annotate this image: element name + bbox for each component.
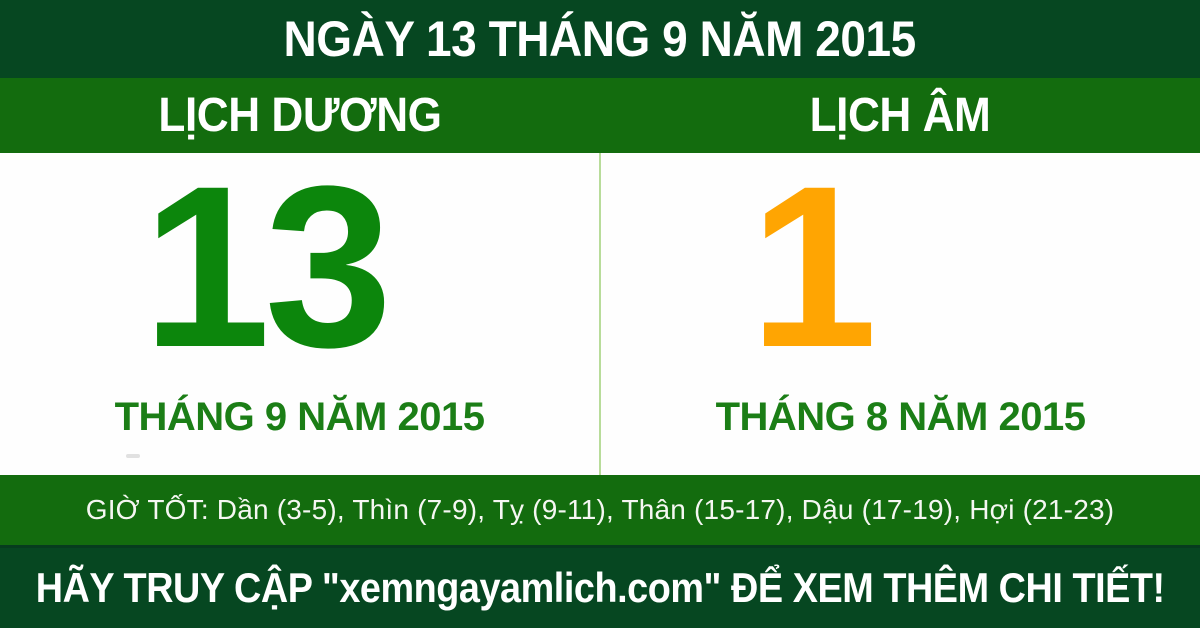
calendar-type-band: LỊCH DƯƠNG LỊCH ÂM [0,78,1200,153]
footer-text: HÃY TRUY CẬP "xemngayamlich.com" ĐỂ XEM … [35,564,1165,611]
lunar-calendar-label: LỊCH ÂM [809,89,991,142]
smudge-artifact [126,454,140,458]
panel-divider [599,153,601,475]
calendar-panels: 13 THÁNG 9 NĂM 2015 1 THÁNG 8 NĂM 2015 [0,138,1200,475]
header-bar: NGÀY 13 THÁNG 9 NĂM 2015 [0,0,1200,78]
solar-day-number: 13 [142,138,393,395]
solar-calendar-label: LỊCH DƯƠNG [158,89,442,142]
lunar-panel: 1 THÁNG 8 NĂM 2015 [601,152,1200,475]
solar-month-year: THÁNG 9 NĂM 2015 [114,395,485,439]
lunar-day-number: 1 [749,138,878,395]
footer-bar: HÃY TRUY CẬP "xemngayamlich.com" ĐỂ XEM … [0,545,1200,628]
page-title: NGÀY 13 THÁNG 9 NĂM 2015 [283,11,917,67]
solar-panel: 13 THÁNG 9 NĂM 2015 [0,138,599,475]
good-hours-bar: GIỜ TỐT: Dần (3-5), Thìn (7-9), Tỵ (9-11… [0,475,1200,545]
good-hours-text: GIỜ TỐT: Dần (3-5), Thìn (7-9), Tỵ (9-11… [85,494,1115,525]
lunar-month-year: THÁNG 8 NĂM 2015 [715,395,1086,439]
